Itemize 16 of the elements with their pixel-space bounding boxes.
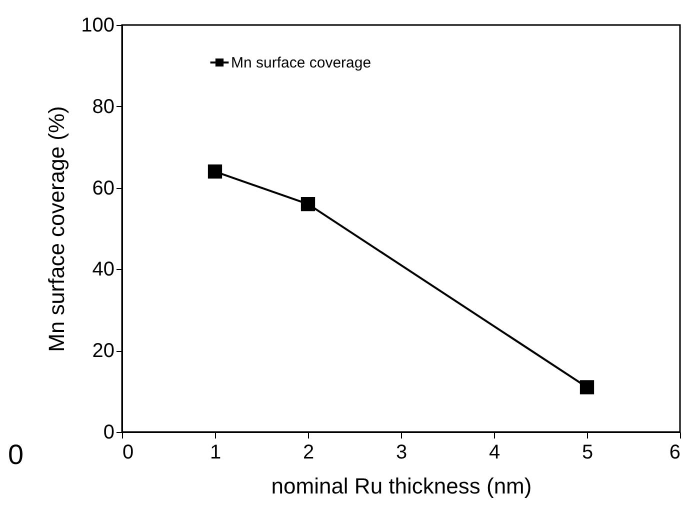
x-tick-label: 5 bbox=[582, 442, 594, 464]
y-tick-label: 60 bbox=[92, 177, 114, 200]
x-tick-label: 3 bbox=[396, 442, 408, 464]
x-tick-label: 0 bbox=[122, 442, 134, 464]
x-axis-title: nominal Ru thickness (nm) bbox=[271, 474, 532, 498]
legend-label: Mn surface coverage bbox=[231, 54, 372, 72]
y-tick-label: 40 bbox=[92, 258, 114, 281]
y-axis-title: Mn surface coverage (%) bbox=[44, 106, 70, 352]
x-tick-label: 6 bbox=[669, 442, 680, 464]
x-tick-label: 4 bbox=[488, 442, 500, 464]
y-tick-label: 100 bbox=[81, 14, 114, 36]
x-tick-label: 2 bbox=[302, 442, 314, 464]
y-tick-label: 20 bbox=[92, 340, 114, 362]
x-tick-label: 1 bbox=[210, 442, 222, 464]
y-tick-label: 80 bbox=[92, 96, 114, 118]
y-tick-label: 0 bbox=[103, 422, 114, 444]
